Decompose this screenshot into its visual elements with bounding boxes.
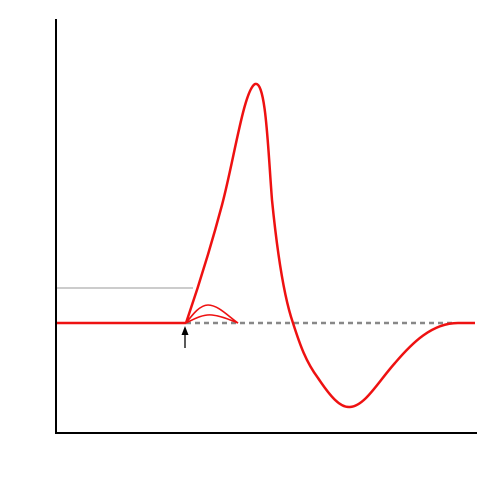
subthreshold-curve-large — [185, 304, 239, 324]
action-potential-curve — [184, 82, 475, 409]
subthreshold-curve-small — [185, 314, 239, 324]
stimulus-arrow-icon — [181, 326, 189, 348]
